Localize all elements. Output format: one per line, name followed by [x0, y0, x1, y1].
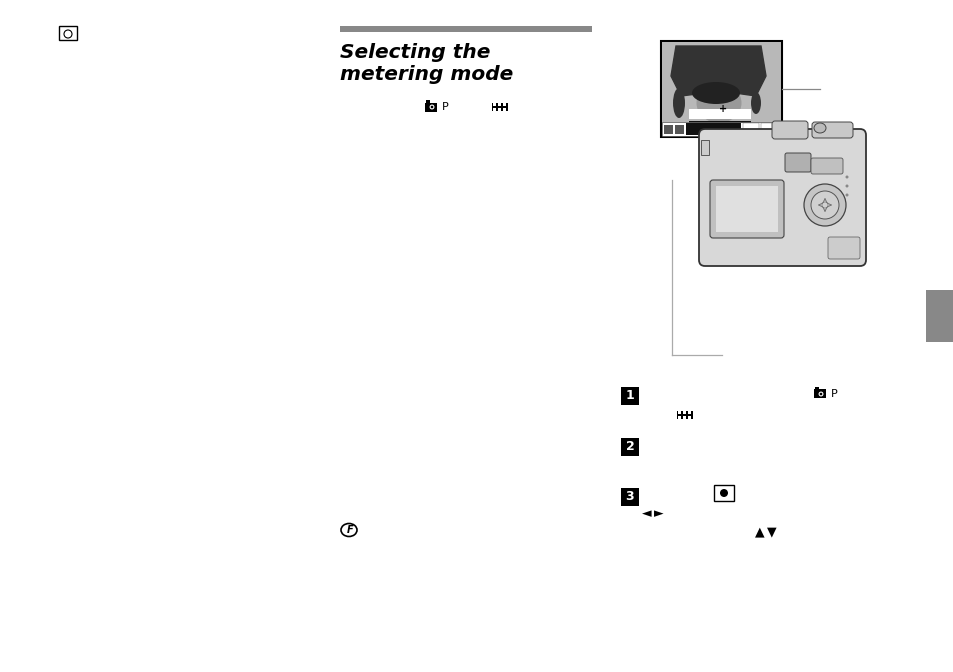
Text: ◄: ◄: [641, 507, 651, 521]
FancyBboxPatch shape: [784, 153, 810, 172]
Bar: [503, 108, 505, 111]
Text: 1: 1: [625, 390, 634, 403]
Ellipse shape: [429, 105, 434, 110]
Text: ▼: ▼: [766, 526, 776, 538]
Bar: [492, 103, 507, 112]
Bar: [813, 390, 825, 398]
Bar: [620, 488, 639, 506]
FancyBboxPatch shape: [699, 129, 865, 266]
Bar: [620, 387, 639, 405]
Bar: [685, 123, 740, 135]
Bar: [497, 108, 500, 111]
Bar: [425, 100, 430, 103]
Bar: [339, 26, 592, 32]
Bar: [620, 438, 639, 456]
FancyBboxPatch shape: [810, 158, 842, 174]
Ellipse shape: [844, 175, 847, 179]
Ellipse shape: [844, 194, 847, 196]
Text: metering mode: metering mode: [339, 65, 513, 84]
Bar: [688, 109, 750, 119]
Bar: [688, 121, 750, 129]
Bar: [678, 417, 680, 419]
Text: +: +: [719, 104, 726, 114]
Bar: [925, 290, 953, 342]
FancyBboxPatch shape: [771, 121, 807, 139]
Bar: [687, 417, 690, 419]
Bar: [661, 122, 781, 136]
Bar: [760, 123, 776, 135]
Bar: [660, 41, 781, 137]
Text: P: P: [441, 102, 448, 112]
Text: ▸: ▸: [776, 126, 779, 132]
Text: ►: ►: [654, 507, 663, 521]
Bar: [678, 411, 680, 414]
Text: Selecting the: Selecting the: [339, 43, 490, 62]
Ellipse shape: [696, 83, 740, 123]
Bar: [700, 140, 708, 155]
Text: F: F: [346, 525, 353, 535]
Text: P: P: [830, 389, 837, 399]
Ellipse shape: [819, 392, 821, 395]
Text: ▲: ▲: [754, 526, 763, 538]
Bar: [677, 411, 692, 419]
Ellipse shape: [810, 191, 838, 219]
Bar: [661, 42, 781, 136]
Ellipse shape: [844, 185, 847, 187]
Bar: [814, 387, 819, 390]
Ellipse shape: [430, 106, 433, 108]
Bar: [742, 123, 759, 135]
Ellipse shape: [720, 489, 727, 497]
Bar: [59, 26, 77, 40]
Bar: [497, 103, 500, 106]
Polygon shape: [670, 46, 765, 96]
FancyBboxPatch shape: [709, 180, 783, 238]
Bar: [503, 103, 505, 106]
Text: 3: 3: [625, 491, 634, 503]
Bar: [493, 108, 496, 111]
Bar: [682, 411, 685, 414]
Bar: [716, 186, 778, 232]
Bar: [493, 103, 496, 106]
FancyBboxPatch shape: [827, 237, 859, 259]
Ellipse shape: [750, 92, 760, 114]
Bar: [687, 411, 690, 414]
Bar: [675, 125, 683, 134]
Ellipse shape: [818, 392, 822, 396]
Bar: [424, 103, 436, 112]
Bar: [682, 417, 685, 419]
Bar: [663, 125, 672, 134]
Text: 2: 2: [625, 441, 634, 454]
Ellipse shape: [691, 82, 740, 104]
Bar: [713, 485, 733, 501]
Ellipse shape: [803, 184, 845, 226]
Ellipse shape: [672, 88, 684, 118]
FancyBboxPatch shape: [811, 122, 852, 138]
Ellipse shape: [813, 123, 825, 133]
